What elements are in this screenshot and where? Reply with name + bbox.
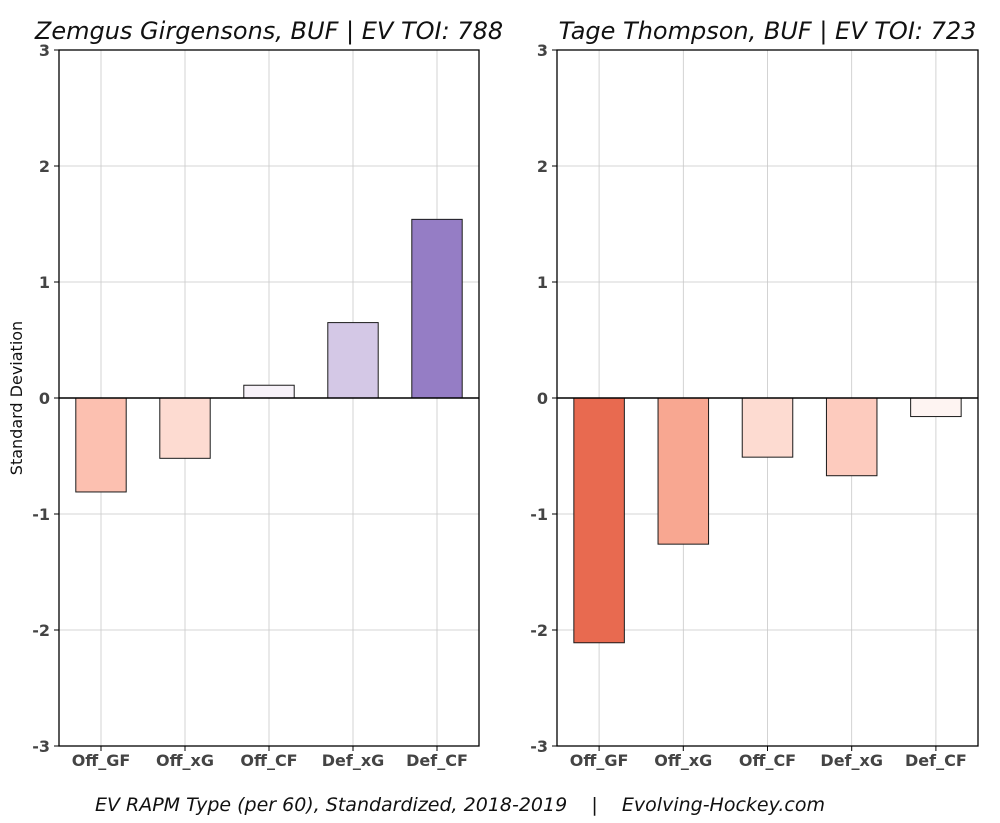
- bar-off-gf: [75, 397, 127, 493]
- y-tick-label: -1: [530, 505, 548, 524]
- bar-off-cf: [243, 384, 295, 399]
- y-tick-label: 3: [537, 41, 548, 60]
- y-axis-label: Standard Deviation: [7, 321, 26, 475]
- y-tick-label: 2: [537, 157, 548, 176]
- x-tick-label: Def_xG: [322, 751, 385, 770]
- y-tick-label: 0: [537, 389, 548, 408]
- chart-panel-2: -3 -2 -1 0 1 2 3 Off_GF Off_xG Off_CF Def_xG Def_CF…: [530, 17, 979, 770]
- x-tick-label: Off_xG: [654, 751, 712, 770]
- chart-title: Zemgus Girgensons, BUF | EV TOI: 788: [34, 17, 503, 45]
- bar-def-xg: [327, 322, 379, 399]
- bar-def-cf: [411, 218, 463, 399]
- y-tick-label: 1: [39, 273, 50, 292]
- bar-def-cf: [910, 397, 962, 418]
- x-tick-label: Def_xG: [820, 751, 883, 770]
- bar-off-gf: [573, 397, 625, 644]
- chart-panel-1: -3 -2 -1 0 1 2 3 Off_GF Off_xG Off_CF Def_xG Def_CF…: [7, 17, 503, 770]
- y-tick-label: 2: [39, 157, 50, 176]
- x-tick-label: Off_CF: [739, 751, 796, 770]
- y-tick-label: 3: [39, 41, 50, 60]
- y-tick-label: -2: [32, 621, 50, 640]
- bar-def-xg: [825, 397, 878, 477]
- y-tick-label: -1: [32, 505, 50, 524]
- bar-off-xg: [657, 397, 710, 545]
- x-tick-label: Off_GF: [72, 751, 131, 770]
- bar-off-xg: [159, 397, 211, 459]
- y-tick-label: -3: [32, 737, 50, 756]
- figure-caption: EV RAPM Type (per 60), Standardized, 201…: [95, 794, 825, 816]
- y-tick-label: 0: [39, 389, 50, 408]
- y-tick-label: -3: [530, 737, 548, 756]
- x-tick-label: Off_GF: [570, 751, 629, 770]
- y-tick-label: 1: [537, 273, 548, 292]
- y-tick-label: -2: [530, 621, 548, 640]
- x-tick-label: Off_xG: [156, 751, 214, 770]
- x-tick-label: Def_CF: [406, 751, 468, 770]
- x-tick-label: Off_CF: [240, 751, 297, 770]
- bar-off-cf: [741, 397, 794, 458]
- x-tick-label: Def_CF: [905, 751, 967, 770]
- chart-title: Tage Thompson, BUF | EV TOI: 723: [559, 17, 977, 45]
